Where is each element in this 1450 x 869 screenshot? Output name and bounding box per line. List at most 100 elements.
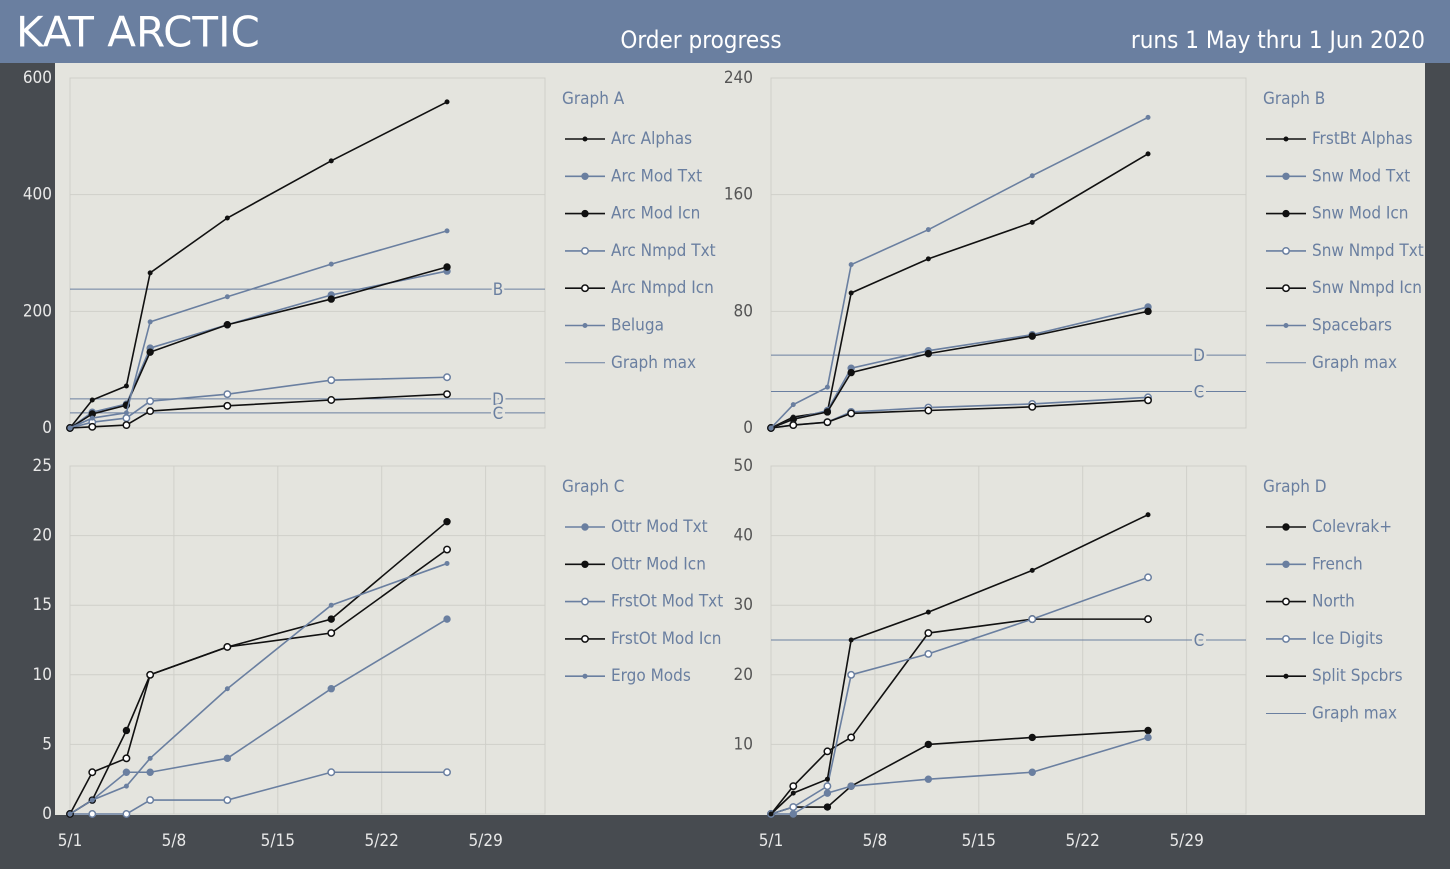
point bbox=[925, 609, 931, 615]
y-tick-label: 160 bbox=[724, 185, 753, 205]
point bbox=[224, 686, 230, 692]
y-tick-label: 80 bbox=[734, 301, 753, 321]
point bbox=[848, 290, 854, 296]
legend-label: Arc Nmpd Txt bbox=[611, 241, 716, 261]
point bbox=[1282, 560, 1290, 568]
x-tick-label: 5/8 bbox=[863, 831, 888, 851]
point bbox=[823, 803, 832, 811]
point bbox=[146, 348, 154, 356]
legend-label: Spacebars bbox=[1312, 316, 1392, 336]
point bbox=[88, 768, 97, 777]
point bbox=[824, 384, 830, 390]
point bbox=[790, 790, 796, 796]
legend-label: FrstBt Alphas bbox=[1312, 129, 1413, 149]
point bbox=[1144, 573, 1152, 582]
point bbox=[443, 390, 451, 399]
point bbox=[1282, 597, 1290, 606]
point bbox=[147, 755, 153, 761]
max-label: B bbox=[493, 280, 504, 300]
point bbox=[88, 422, 97, 431]
max-label: C bbox=[1194, 631, 1205, 651]
point bbox=[924, 349, 933, 358]
point bbox=[223, 754, 232, 763]
legend-label: Arc Nmpd Icn bbox=[611, 278, 714, 298]
legend-label: French bbox=[1312, 554, 1363, 574]
y-tick-label: 0 bbox=[42, 418, 52, 438]
point bbox=[328, 261, 334, 267]
point bbox=[581, 172, 589, 181]
point bbox=[1029, 567, 1035, 573]
brand: KAT ARCTIC bbox=[16, 8, 260, 57]
legend-label: Graph max bbox=[1312, 353, 1397, 373]
plot-area bbox=[770, 77, 1247, 429]
y-tick-label: 5 bbox=[42, 734, 52, 754]
point bbox=[1282, 284, 1290, 293]
point bbox=[1145, 114, 1151, 120]
point bbox=[823, 747, 832, 756]
point bbox=[768, 425, 774, 431]
page-title: Order progress bbox=[620, 26, 781, 54]
point bbox=[789, 803, 798, 811]
x-tick-label: 5/29 bbox=[1169, 831, 1203, 851]
point bbox=[146, 397, 155, 406]
point bbox=[789, 421, 798, 430]
point bbox=[122, 421, 131, 430]
legend-label: Snw Nmpd Txt bbox=[1312, 241, 1424, 261]
point bbox=[847, 409, 856, 418]
point bbox=[327, 685, 335, 693]
point bbox=[582, 323, 588, 328]
point bbox=[327, 376, 336, 385]
y-tick-label: 10 bbox=[33, 665, 52, 685]
point bbox=[823, 408, 832, 416]
point bbox=[1144, 615, 1152, 624]
legend-label: FrstOt Mod Icn bbox=[611, 629, 721, 649]
point bbox=[147, 319, 153, 325]
legend-label: Split Spcbrs bbox=[1312, 666, 1403, 686]
y-tick-label: 600 bbox=[23, 68, 52, 88]
point bbox=[224, 215, 230, 221]
y-tick-label: 15 bbox=[33, 595, 52, 615]
y-tick-label: 200 bbox=[23, 301, 52, 321]
point bbox=[328, 158, 334, 164]
point bbox=[223, 643, 232, 651]
point bbox=[847, 733, 856, 742]
point bbox=[1028, 332, 1036, 340]
point bbox=[1144, 726, 1152, 735]
point bbox=[146, 407, 155, 416]
point bbox=[847, 670, 856, 679]
point bbox=[122, 726, 131, 735]
point bbox=[582, 673, 588, 679]
page-subtitle: runs 1 May thru 1 Jun 2020 bbox=[1131, 26, 1425, 54]
legend-label: Arc Mod Icn bbox=[611, 204, 700, 224]
point bbox=[924, 649, 933, 658]
point bbox=[223, 796, 232, 805]
point bbox=[147, 270, 153, 276]
point bbox=[122, 414, 131, 423]
y-tick-label: 20 bbox=[33, 526, 52, 546]
point bbox=[1283, 136, 1289, 142]
x-tick-label: 5/1 bbox=[759, 831, 784, 851]
point bbox=[1144, 733, 1152, 742]
legend-label: Arc Mod Txt bbox=[611, 166, 702, 186]
point bbox=[223, 390, 232, 399]
point bbox=[443, 615, 451, 623]
point bbox=[823, 418, 832, 427]
point bbox=[88, 810, 97, 818]
y-tick-label: 20 bbox=[734, 665, 753, 685]
point bbox=[327, 396, 336, 404]
legend-title: Graph A bbox=[562, 89, 625, 109]
y-tick-label: 30 bbox=[734, 595, 753, 615]
legend-label: Arc Alphas bbox=[611, 129, 692, 149]
point bbox=[223, 321, 232, 329]
legend-label: Snw Mod Txt bbox=[1312, 166, 1410, 186]
plot-area bbox=[69, 465, 546, 815]
point bbox=[89, 397, 95, 403]
point bbox=[328, 602, 334, 608]
point bbox=[67, 811, 73, 817]
point bbox=[327, 629, 336, 637]
point bbox=[123, 383, 129, 389]
legend-label: Snw Mod Icn bbox=[1312, 204, 1409, 224]
point bbox=[848, 262, 854, 268]
legend-label: Graph max bbox=[1312, 704, 1397, 724]
point bbox=[67, 425, 73, 431]
